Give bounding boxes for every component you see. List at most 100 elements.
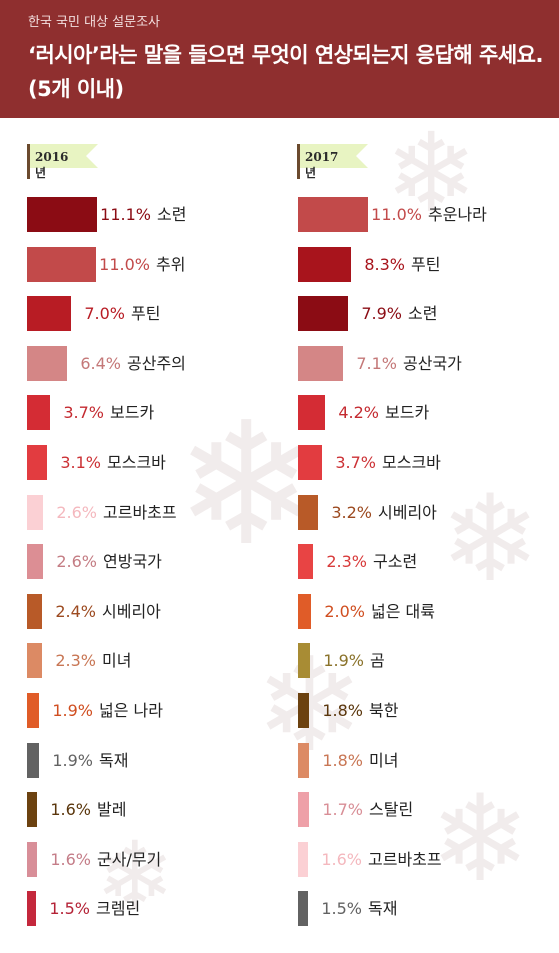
value-label: 1.5%	[49, 899, 90, 918]
value-label: 2.3%	[326, 552, 367, 571]
bar-6	[27, 445, 47, 480]
category-label: 푸틴	[411, 255, 441, 274]
value-label: 2.4%	[55, 602, 96, 621]
value-label: 1.6%	[50, 850, 91, 869]
bar-12	[27, 743, 39, 778]
category-label: 독재	[368, 899, 398, 918]
category-label: 북한	[369, 701, 399, 720]
bar-7	[298, 495, 318, 530]
value-label: 1.9%	[323, 651, 364, 670]
value-label: 3.7%	[335, 453, 376, 472]
category-label: 미녀	[102, 651, 132, 670]
tag-ribbon-icon	[300, 144, 368, 168]
value-label: 7.0%	[84, 304, 125, 323]
bar-5	[298, 395, 325, 430]
survey-question-title: ‘러시아’라는 말을 들으면 무엇이 연상되는지 응답해 주세요. (5개 이내…	[28, 43, 543, 101]
bar-8	[27, 544, 43, 579]
snowflake-icon: ❄	[175, 386, 318, 584]
category-label: 연방국가	[103, 552, 162, 571]
value-label: 2.3%	[55, 651, 96, 670]
value-label: 8.3%	[364, 255, 405, 274]
value-label: 11.0%	[371, 205, 422, 224]
bar-8	[298, 544, 313, 579]
bar-14	[298, 842, 308, 877]
bar-13	[27, 792, 37, 827]
bar-10	[298, 643, 310, 678]
category-label: 시베리아	[102, 602, 161, 621]
category-label: 소련	[157, 205, 187, 224]
category-label: 푸틴	[131, 304, 161, 323]
bar-1	[298, 197, 368, 232]
category-label: 미녀	[369, 751, 399, 770]
tag-label: 2016년	[35, 150, 69, 180]
value-label: 1.9%	[52, 751, 93, 770]
value-label: 3.7%	[63, 403, 104, 422]
category-label: 넓은 대륙	[371, 602, 435, 621]
survey-subtitle: 한국 국민 대상 설문조사	[28, 15, 160, 30]
snowflake-icon: ❄	[440, 470, 541, 609]
value-label: 7.1%	[356, 354, 397, 373]
bar-2	[27, 247, 96, 282]
value-label: 11.0%	[99, 255, 150, 274]
category-label: 곰	[370, 651, 385, 670]
category-label: 추위	[156, 255, 186, 274]
category-label: 구소련	[373, 552, 418, 571]
bar-6	[298, 445, 322, 480]
tag-pole	[27, 144, 30, 179]
bar-4	[298, 346, 343, 381]
bar-13	[298, 792, 309, 827]
category-label: 소련	[408, 304, 438, 323]
value-label: 7.9%	[361, 304, 402, 323]
bar-4	[27, 346, 67, 381]
bar-12	[298, 743, 309, 778]
value-label: 6.4%	[80, 354, 121, 373]
value-label: 2.6%	[56, 552, 97, 571]
value-label: 1.9%	[52, 701, 93, 720]
category-label: 보드카	[385, 403, 430, 422]
tag-label: 2017년	[305, 150, 339, 180]
value-label: 4.2%	[338, 403, 379, 422]
value-label: 1.6%	[50, 800, 91, 819]
category-label: 모스크바	[382, 453, 441, 472]
value-label: 3.1%	[60, 453, 101, 472]
value-label: 2.0%	[324, 602, 365, 621]
category-label: 추운나라	[428, 205, 487, 224]
value-label: 1.8%	[322, 701, 363, 720]
value-label: 3.2%	[331, 503, 372, 522]
tag-ribbon-icon	[30, 144, 98, 168]
category-label: 크렘린	[96, 899, 141, 918]
tag-pole	[297, 144, 300, 179]
bar-3	[27, 296, 71, 331]
category-label: 고르바초프	[368, 850, 442, 869]
category-label: 보드카	[110, 403, 155, 422]
bar-9	[27, 594, 42, 629]
bar-1	[27, 197, 97, 232]
bar-7	[27, 495, 43, 530]
value-label: 1.6%	[321, 850, 362, 869]
bar-2	[298, 247, 351, 282]
snowflake-icon: ❄	[430, 770, 531, 909]
bar-3	[298, 296, 348, 331]
category-label: 독재	[99, 751, 129, 770]
category-label: 시베리아	[378, 503, 437, 522]
category-label: 발레	[97, 800, 127, 819]
bar-9	[298, 594, 311, 629]
value-label: 2.6%	[56, 503, 97, 522]
category-label: 모스크바	[107, 453, 166, 472]
value-label: 1.8%	[322, 751, 363, 770]
value-label: 11.1%	[100, 205, 151, 224]
value-label: 1.5%	[321, 899, 362, 918]
category-label: 고르바초프	[103, 503, 177, 522]
category-label: 넓은 나라	[99, 701, 163, 720]
bar-15	[27, 891, 36, 926]
value-label: 1.7%	[322, 800, 363, 819]
bar-14	[27, 842, 37, 877]
category-label: 군사/무기	[97, 850, 162, 869]
bar-10	[27, 643, 42, 678]
header-banner: 한국 국민 대상 설문조사 ‘러시아’라는 말을 들으면 무엇이 연상되는지 응…	[0, 0, 559, 118]
bar-15	[298, 891, 308, 926]
bar-11	[27, 693, 39, 728]
bar-5	[27, 395, 50, 430]
category-label: 스탈린	[369, 800, 414, 819]
category-label: 공산주의	[127, 354, 186, 373]
